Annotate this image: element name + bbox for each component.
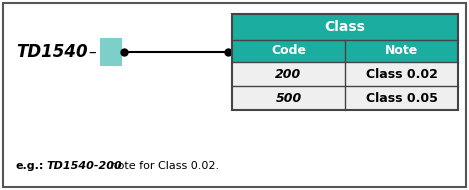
Text: –: – [88,44,96,59]
Text: e.g.:: e.g.: [16,161,45,171]
Bar [232,14,458,40]
Bar [100,38,122,66]
Bar [232,14,458,110]
Bar [232,40,458,62]
Text: Class 0.05: Class 0.05 [365,92,438,105]
Text: note for Class 0.02.: note for Class 0.02. [107,161,219,171]
Text: Class 0.02: Class 0.02 [365,67,438,81]
Text: TD1540: TD1540 [16,43,88,61]
Text: 500: 500 [275,92,302,105]
Text: TD1540-200: TD1540-200 [46,161,122,171]
Text: Note: Note [385,44,418,58]
Bar [232,62,458,86]
Bar [232,86,458,110]
Text: Class: Class [325,20,365,34]
Text: Code: Code [271,44,306,58]
Text: 200: 200 [275,67,302,81]
